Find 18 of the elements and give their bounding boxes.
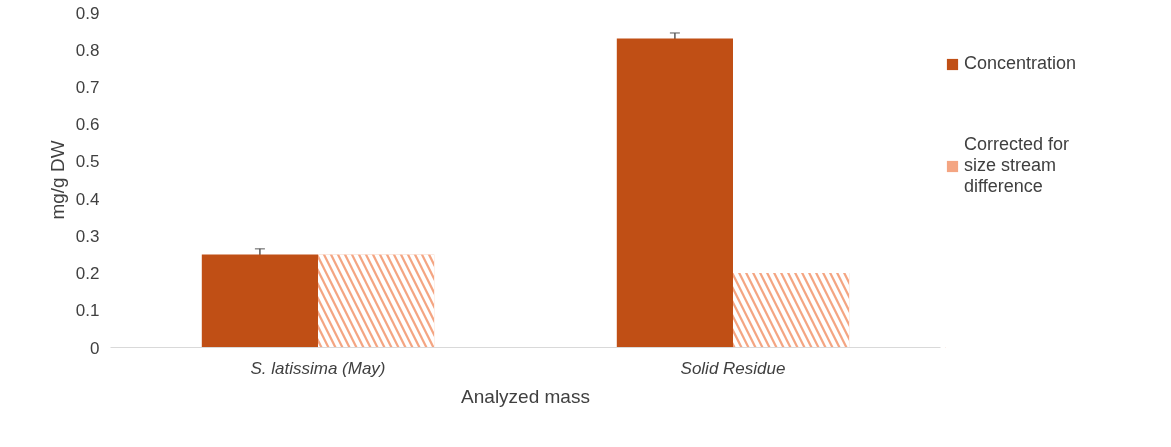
y-tick-label: 0.7 — [75, 77, 100, 97]
y-axis-title: mg/g DW — [46, 140, 68, 220]
y-tick-label: 0.6 — [75, 115, 100, 135]
y-tick-label: 0.3 — [75, 226, 100, 246]
x-tick-label: Solid Residue — [680, 358, 786, 378]
y-tick-label: 0.8 — [75, 40, 100, 60]
y-tick-label: 0.4 — [75, 189, 100, 209]
x-tick-label: S. latissima (May) — [250, 358, 386, 378]
y-tick-label: 0.5 — [75, 152, 100, 172]
bar — [201, 254, 318, 348]
legend-label: Corrected for size stream difference — [964, 134, 1070, 197]
legend-label: Concentration — [964, 53, 1077, 74]
y-tick-label: 0.9 — [75, 3, 100, 23]
y-tick-label: 0.2 — [75, 264, 100, 284]
y-tick-label: 0.1 — [75, 301, 100, 321]
bar — [616, 38, 733, 348]
x-axis-title: Analyzed mass — [461, 385, 590, 407]
y-tick-label: 0 — [90, 338, 100, 358]
